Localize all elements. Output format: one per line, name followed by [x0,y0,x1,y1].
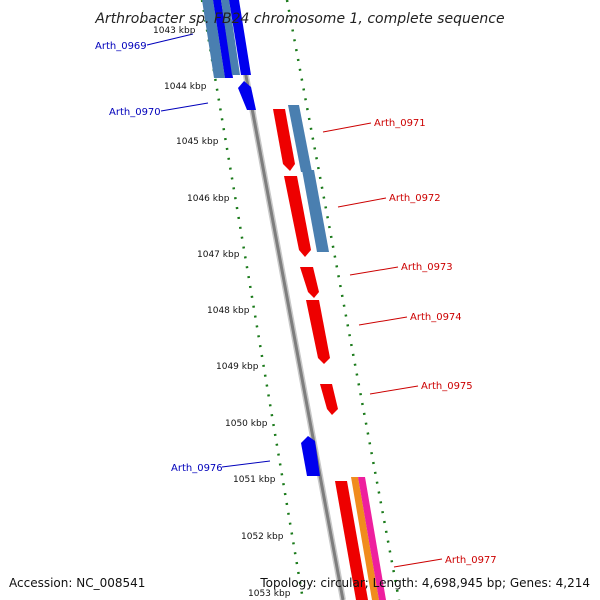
gene-labels: Arth_0969 Arth_0970 Arth_0976 Arth_0971 … [95,41,497,566]
map-title: Arthrobacter sp. FB24 chromosome 1, comp… [94,11,504,27]
gene-arth0971-cds [288,105,312,172]
gene-label-arth0974: Arth_0974 [410,312,462,323]
gene-arth0977 [335,481,368,600]
gene-label-arth0976: Arth_0976 [171,463,223,474]
gene-label-arth0972: Arth_0972 [389,193,441,204]
leader-arth0972 [337,197,387,208]
leader-arth0977 [393,558,443,568]
ruler-label: 1043 kbp [153,26,196,36]
ruler-label: 1046 kbp [187,194,230,204]
gene-label-arth0969: Arth_0969 [95,41,147,52]
inner-tick-ring [200,0,305,600]
leader-arth0975 [369,385,419,395]
accession-label: Accession: NC_008541 [9,576,145,590]
reverse-gene-features [202,0,320,476]
forward-gene-features [273,105,386,600]
ruler-label: 1050 kbp [225,419,268,429]
leader-arth0974 [358,316,408,326]
ruler-label: 1048 kbp [207,306,250,316]
gene-arth0975 [320,384,338,415]
gene-arth0976 [301,436,320,476]
topology-label: Topology: circular; Length: 4,698,945 bp… [259,576,590,590]
leader-arth0976 [221,460,271,468]
leader-arth0971 [322,122,372,133]
ruler-labels: 1043 kbp 1044 kbp 1045 kbp 1046 kbp 1047… [153,26,291,599]
gene-label-arth0971: Arth_0971 [374,118,426,129]
gene-arth0970 [238,81,256,110]
ruler-label: 1044 kbp [164,82,207,92]
ruler-label: 1053 kbp [248,589,291,599]
gene-arth0973 [300,267,319,298]
gene-arth0977-orange-track [351,477,379,600]
gene-arth0969-cds [202,0,225,78]
gene-label-arth0970: Arth_0970 [109,107,161,118]
ruler-label: 1045 kbp [176,137,219,147]
leader-arth0970 [160,102,209,112]
gene-label-arth0975: Arth_0975 [421,381,473,392]
gene-arth0974 [306,300,330,364]
gene-arth0971 [273,109,295,171]
gene-label-arth0977: Arth_0977 [445,555,497,566]
gene-arth0977-magenta-track [358,477,386,600]
ruler-label: 1051 kbp [233,475,276,485]
ruler-label: 1052 kbp [241,532,284,542]
ruler-label: 1047 kbp [197,250,240,260]
gene-label-arth0973: Arth_0973 [401,262,453,273]
gene-arth0969 [229,0,251,75]
leader-arth0973 [349,266,399,276]
gene-arth0969-cds [221,0,240,75]
leader-arth0969 [146,33,194,46]
outer-tick-ring [285,0,401,600]
gene-arth0972 [284,176,311,257]
gene-arth0969 [213,0,233,78]
ruler-label: 1049 kbp [216,362,259,372]
gene-arth0972-cds [302,170,329,252]
leader-lines [146,33,443,568]
